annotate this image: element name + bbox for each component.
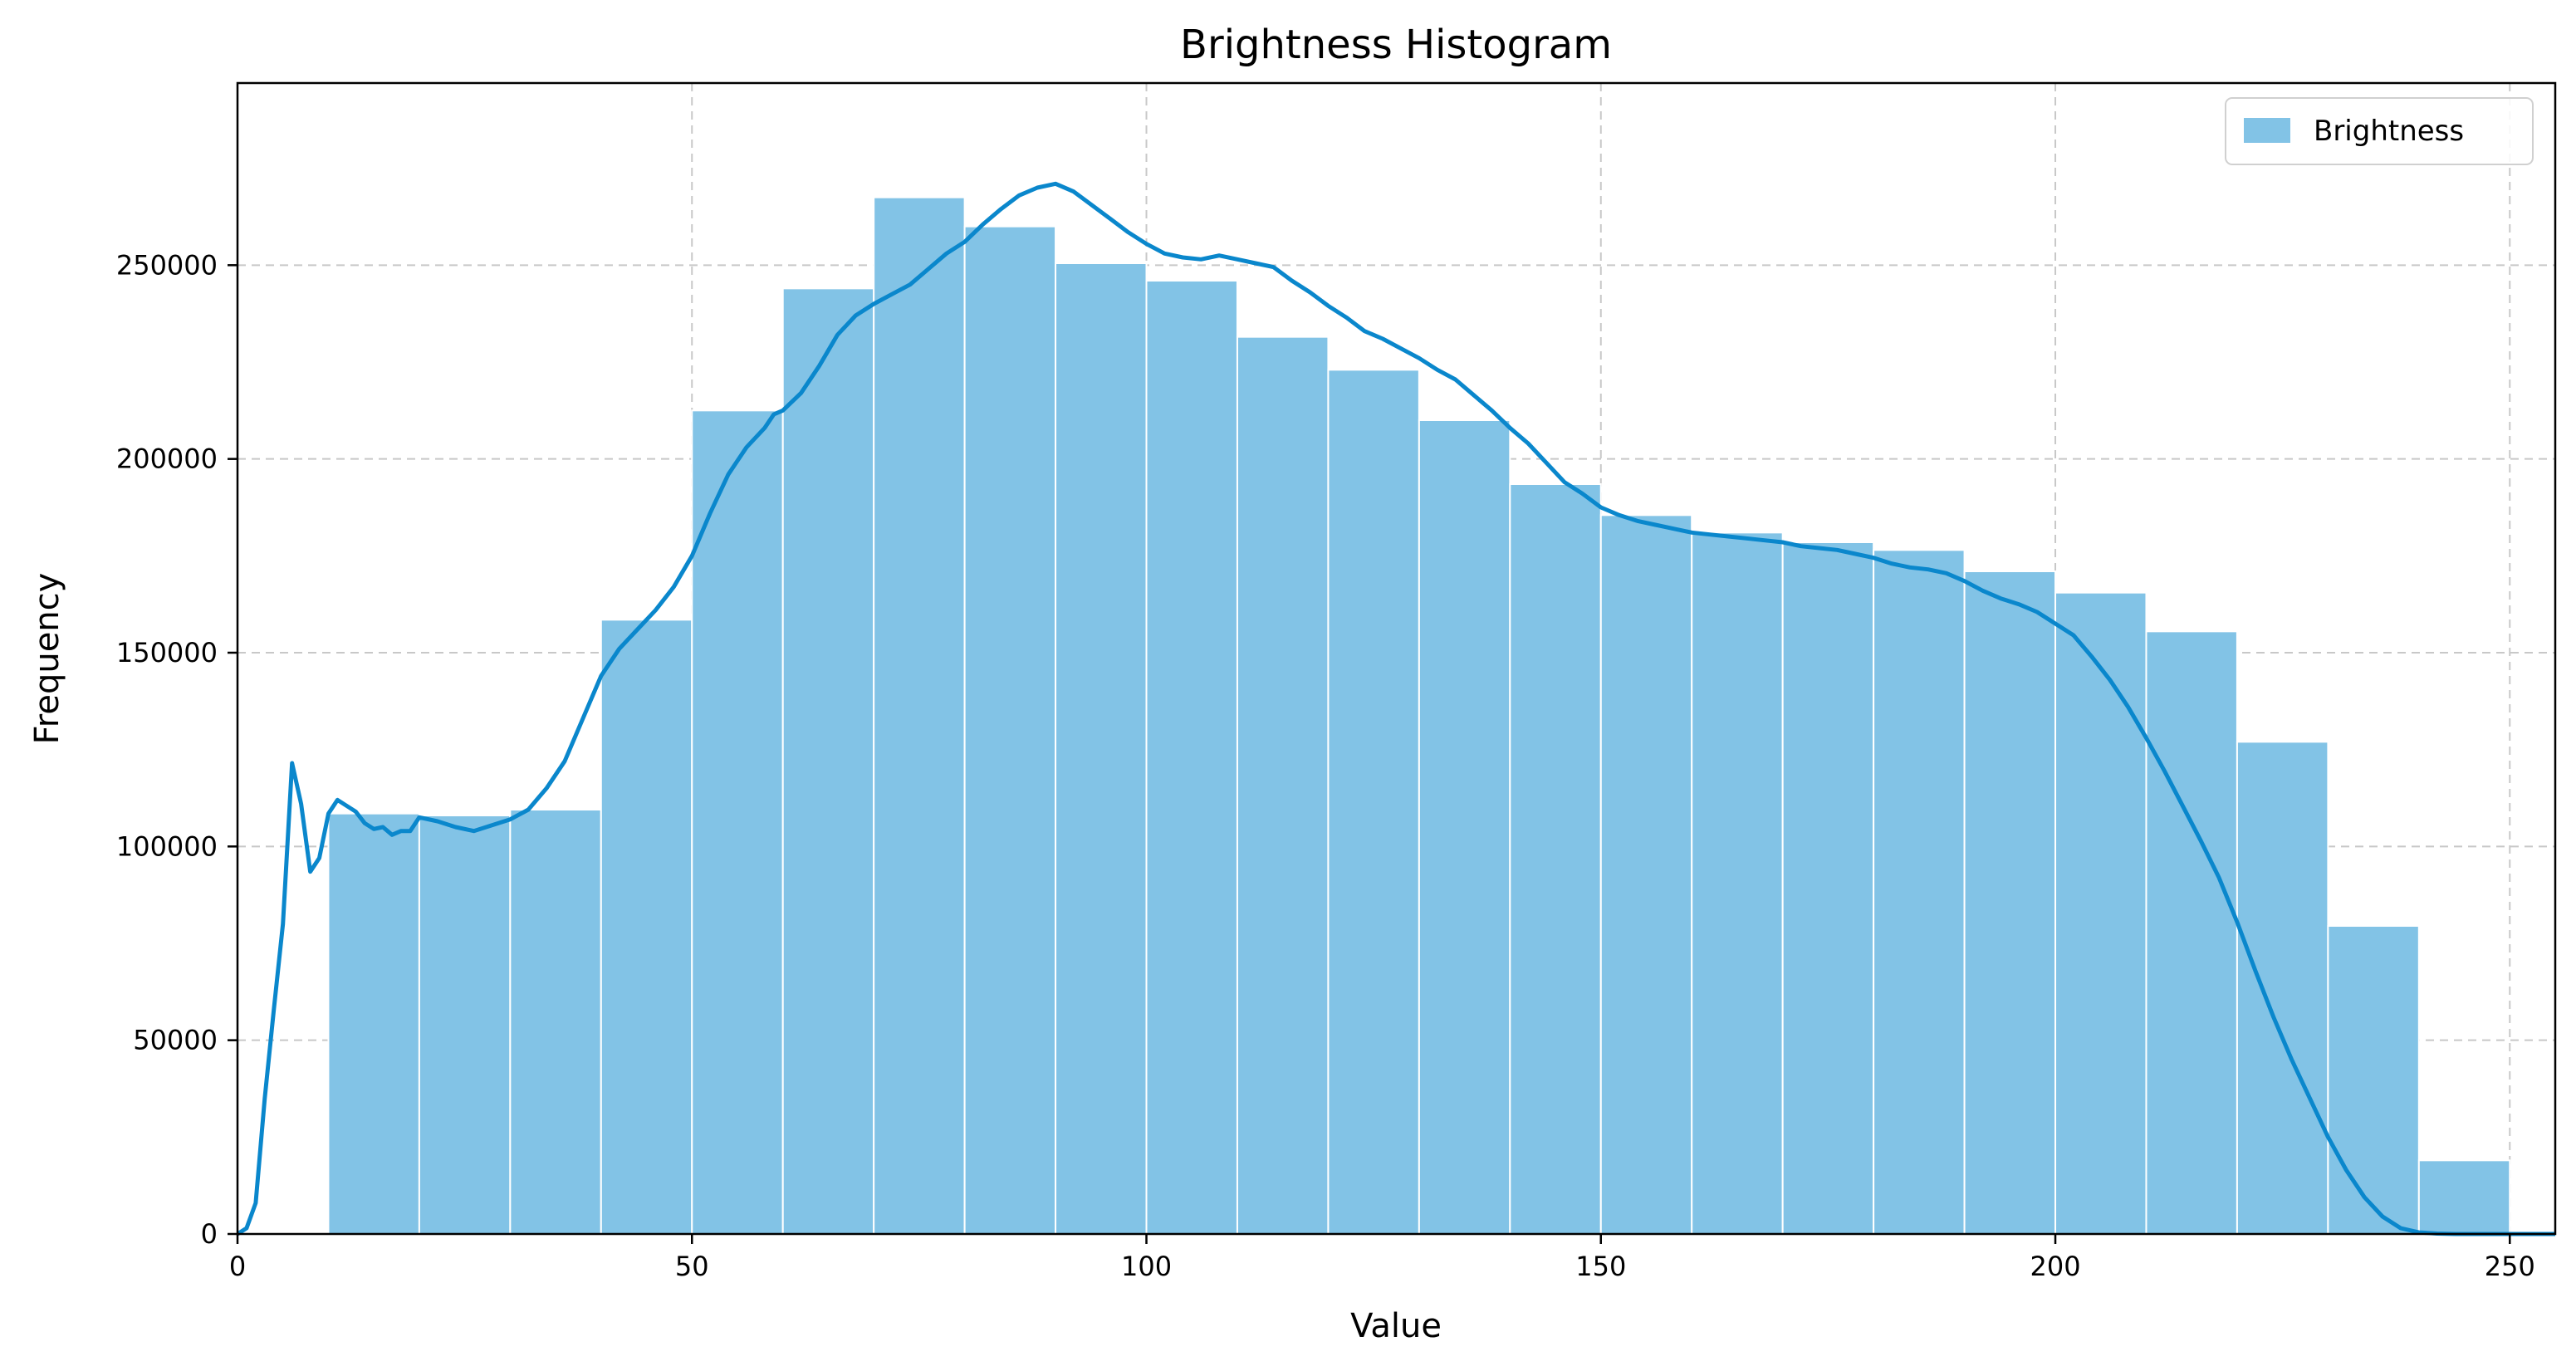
- y-tick-label: 100000: [116, 830, 218, 862]
- histogram-bar: [873, 196, 966, 1236]
- histogram-bar: [781, 287, 875, 1235]
- legend-frame: [2225, 97, 2534, 165]
- y-tick-label: 250000: [116, 249, 218, 281]
- y-tick-label: 50000: [133, 1025, 218, 1056]
- x-tick-label: 0: [229, 1251, 246, 1282]
- histogram-bar: [2145, 630, 2238, 1235]
- histogram-bar: [1327, 369, 1420, 1235]
- x-axis-label: Value: [1350, 1307, 1442, 1345]
- y-tick-label: 0: [201, 1218, 218, 1250]
- histogram-bar: [2054, 591, 2147, 1235]
- histogram-bars: [327, 196, 2511, 1236]
- histogram-bar: [1873, 549, 1966, 1235]
- histogram-bar: [1599, 514, 1693, 1235]
- y-axis-label: Frequency: [28, 573, 66, 745]
- x-tick-label: 250: [2485, 1251, 2535, 1282]
- x-tick-label: 100: [1121, 1251, 1172, 1282]
- histogram-bar: [509, 809, 602, 1235]
- histogram-bar: [1963, 570, 2057, 1235]
- plot-frame: [236, 81, 2557, 1236]
- density-curve: [236, 181, 2555, 1236]
- y-tick-label: 150000: [116, 637, 218, 668]
- histogram-bar: [1781, 541, 1875, 1235]
- y-axis-ticks: 0 50000 100000 150000 200000 250000: [116, 249, 238, 1250]
- legend: Brightness: [2225, 97, 2534, 165]
- y-tick-label: 200000: [116, 443, 218, 475]
- histogram-bar: [963, 225, 1057, 1236]
- histogram-bar: [1145, 280, 1238, 1235]
- chart-title: Brightness Histogram: [1180, 22, 1612, 68]
- histogram-bar: [418, 815, 512, 1235]
- histogram-bar: [2327, 925, 2420, 1235]
- x-axis-ticks: 0 50 100 150 200 250: [229, 1234, 2535, 1282]
- histogram-bar: [1509, 483, 1602, 1235]
- histogram-bar: [600, 619, 693, 1235]
- histogram-bar: [691, 409, 784, 1236]
- histogram-bar: [1691, 531, 1784, 1235]
- x-tick-label: 50: [675, 1251, 709, 1282]
- legend-swatch: [2244, 118, 2290, 143]
- x-tick-label: 150: [1575, 1251, 1626, 1282]
- histogram-bar: [2236, 741, 2329, 1235]
- histogram-bar: [327, 812, 420, 1236]
- histogram-bar: [1236, 335, 1330, 1236]
- legend-label: Brightness: [2314, 115, 2464, 148]
- histogram-bar: [2417, 1159, 2511, 1236]
- x-tick-label: 200: [2030, 1251, 2080, 1282]
- histogram-bar: [1055, 262, 1148, 1235]
- histogram-bar: [1418, 419, 1511, 1235]
